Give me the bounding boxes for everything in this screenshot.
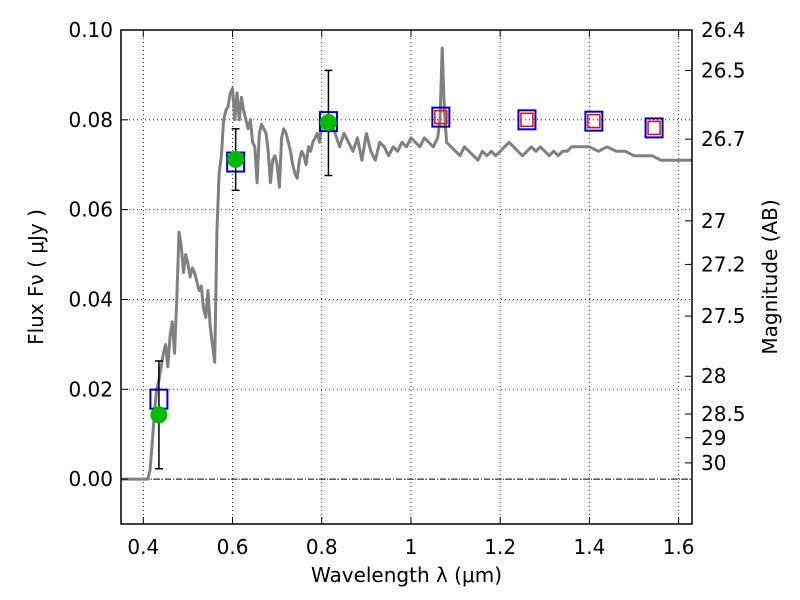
right-tick-label: 26.4 bbox=[701, 18, 746, 42]
x-tick-label: 1.6 bbox=[663, 535, 695, 559]
model-spectrum-line bbox=[121, 46, 692, 481]
series-layer bbox=[121, 46, 692, 481]
upper-limit-square bbox=[434, 109, 448, 125]
model-band-flux-square bbox=[431, 106, 451, 128]
y-axis-label: Flux Fν ( μJy ) bbox=[24, 209, 48, 345]
y-tick-label: 0.10 bbox=[68, 18, 113, 42]
x-tick-label: 1 bbox=[405, 535, 418, 559]
y-tick-label: 0.00 bbox=[68, 467, 113, 491]
right-tick-label: 26.5 bbox=[701, 58, 746, 82]
plot-frame bbox=[120, 29, 693, 525]
ticks-layer: 0.4 0.6 0.8 1 1.2 1.4 1.6 0.00 0.02 0.04 0.06 0.08 0… bbox=[68, 18, 745, 559]
x-tick-label: 0.8 bbox=[306, 535, 338, 559]
observed-flux-point bbox=[227, 150, 245, 168]
model-band-flux-square bbox=[517, 109, 537, 131]
y-tick-label: 0.08 bbox=[68, 108, 113, 132]
observed-flux-point bbox=[319, 114, 337, 132]
upper-limit-square bbox=[647, 120, 661, 136]
right-tick-label: 30 bbox=[701, 451, 726, 475]
y-axis-right-label: Magnitude (AB) bbox=[758, 199, 782, 354]
y-tick-label: 0.06 bbox=[68, 198, 113, 222]
right-tick-label: 26.7 bbox=[701, 127, 746, 151]
model-band-flux-square bbox=[644, 117, 664, 139]
upper-limit-square bbox=[587, 113, 601, 129]
right-tick-label: 27 bbox=[701, 209, 726, 233]
observed-flux-point bbox=[150, 406, 168, 424]
right-tick-label: 27.5 bbox=[701, 304, 746, 328]
x-tick-label: 0.4 bbox=[127, 535, 159, 559]
right-tick-label: 27.2 bbox=[701, 252, 746, 276]
model-band-flux-square bbox=[584, 110, 604, 132]
right-tick-label: 28 bbox=[701, 364, 726, 388]
right-tick-label: 28.5 bbox=[701, 402, 746, 426]
x-tick-label: 0.6 bbox=[217, 535, 249, 559]
upper-limit-square bbox=[520, 112, 534, 128]
y-tick-label: 0.04 bbox=[68, 287, 113, 311]
y-tick-label: 0.02 bbox=[68, 377, 113, 401]
right-tick-label: 29 bbox=[701, 426, 726, 450]
x-tick-label: 1.2 bbox=[484, 535, 516, 559]
x-axis-label: Wavelength λ (μm) bbox=[311, 563, 502, 587]
x-tick-label: 1.4 bbox=[573, 535, 605, 559]
